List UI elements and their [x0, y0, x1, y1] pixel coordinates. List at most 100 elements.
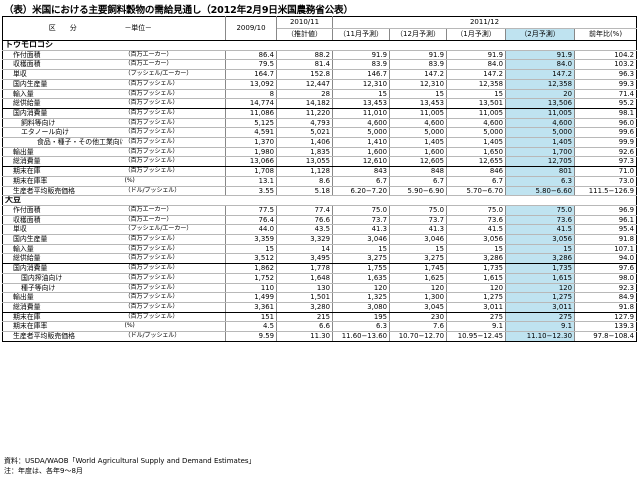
row-value: 1,275	[505, 292, 575, 303]
row-value: 77.4	[276, 205, 333, 216]
row-label: 期末在庫	[2, 166, 123, 177]
row-value: 71.0	[574, 166, 638, 177]
row-value: 15	[446, 89, 506, 100]
row-label: 国内搾油向け	[2, 273, 123, 284]
row-label: 輸出量	[2, 147, 123, 158]
row-value: 4,600	[332, 118, 390, 129]
row-value: 96.0	[574, 118, 638, 129]
row-value: 75.0	[389, 205, 447, 216]
row-label: 食品・種子・その他工業向け	[2, 137, 123, 148]
row-value: 13,066	[225, 156, 277, 168]
section-row: 大豆	[1, 195, 638, 206]
row-value: 1,735	[505, 263, 575, 274]
row-value: 91.8	[574, 234, 638, 245]
row-value: 11,220	[276, 108, 333, 119]
table-row: 飼料等向け （百万ブッシェル） 5,125 4,793 4,600 4,600 4,600 4…	[2, 118, 638, 129]
table-row: 期末在庫 （百万ブッシェル） 151 215 195 230 275 275 127.9	[2, 312, 638, 323]
row-value: 13.1	[225, 176, 277, 187]
row-value: 147.2	[505, 69, 575, 80]
row-value: 6.20−7.20	[332, 186, 390, 197]
row-unit: （百万ブッシェル）	[122, 166, 226, 177]
row-value: 97.6	[574, 263, 638, 274]
row-value: 73.0	[574, 176, 638, 187]
row-unit: (%)	[122, 321, 226, 333]
row-value: 151	[225, 312, 277, 323]
row-value: 11,005	[446, 108, 506, 119]
row-value: 1,700	[505, 147, 575, 158]
row-value: 5.80−6.60	[505, 186, 575, 197]
row-unit: （百万ブッシェル）	[122, 89, 226, 100]
row-label: 種子等向け	[2, 283, 123, 294]
row-value: 12,447	[276, 79, 333, 90]
row-unit: （百万ブッシェル）	[122, 283, 226, 294]
row-value: 91.9	[446, 50, 506, 61]
row-value: 11,086	[225, 108, 277, 119]
row-value: 1,752	[225, 273, 277, 284]
row-value: 3,286	[505, 253, 575, 265]
row-value: 5,021	[276, 127, 333, 139]
row-unit: （百万ブッシェル）	[122, 263, 226, 274]
row-value: 3,329	[276, 234, 333, 245]
row-label: エタノール向け	[2, 127, 123, 139]
row-label: 作付面積	[2, 205, 123, 216]
section-row: トウモロコシ	[1, 40, 638, 51]
row-value: 12,310	[332, 79, 390, 90]
row-value: 103.2	[574, 59, 638, 71]
row-unit: （百万ブッシェル）	[122, 98, 226, 109]
table-row: 収穫面積 （百万エーカー） 76.4 76.6 73.7 73.7 73.6 73.6 96.1	[2, 215, 638, 226]
table-row: 輸入量 （百万ブッシェル） 15 14 15 15 15 15 107.1	[2, 244, 638, 255]
table-row: 作付面積 （百万エーカー） 86.4 88.2 91.9 91.9 91.9 91.9 104.…	[2, 50, 638, 61]
row-unit: （百万ブッシェル）	[122, 312, 226, 323]
row-value: 99.9	[574, 137, 638, 148]
table-row: 生産者平均販売価格 （ドル/ブッシェル） 3.55 5.18 6.20−7.20 5.90…	[2, 186, 638, 197]
row-value: 130	[276, 283, 333, 294]
row-value: 73.6	[446, 215, 506, 226]
header-2009: 2009/10	[225, 16, 277, 41]
row-value: 3,080	[332, 302, 390, 313]
row-value: 44.0	[225, 224, 277, 236]
table-row: 期末在庫 （百万ブッシェル） 1,708 1,128 843 848 846 801 71.0	[2, 166, 638, 177]
row-value: 9.59	[225, 331, 277, 342]
row-value: 91.9	[389, 50, 447, 61]
row-label: 国内消費量	[2, 108, 123, 119]
row-label: 総供給量	[2, 253, 123, 265]
row-label: 国内生産量	[2, 234, 123, 245]
row-unit: （百万ブッシェル）	[122, 273, 226, 284]
row-value: 801	[505, 166, 575, 177]
row-value: 1,745	[389, 263, 447, 274]
row-value: 3,011	[505, 302, 575, 313]
row-value: 86.4	[225, 50, 277, 61]
row-label: 輸入量	[2, 89, 123, 100]
row-value: 3,280	[276, 302, 333, 313]
header-jan: （1月予測）	[446, 28, 506, 41]
table-row: 国内生産量 （百万ブッシェル） 13,092 12,447 12,310 12,310 12…	[2, 79, 638, 90]
row-value: 15	[389, 244, 447, 255]
row-value: 92.6	[574, 147, 638, 158]
row-value: 1,600	[389, 147, 447, 158]
row-value: 3,056	[446, 234, 506, 245]
row-value: 11,010	[332, 108, 390, 119]
row-unit: （百万ブッシェル）	[122, 244, 226, 255]
row-value: 12,310	[389, 79, 447, 90]
row-value: 127.9	[574, 312, 638, 323]
row-value: 1,735	[446, 263, 506, 274]
row-value: 9.1	[505, 321, 575, 333]
table-row: 国内生産量 （百万ブッシェル） 3,359 3,329 3,046 3,046 3,056 3…	[2, 234, 638, 245]
row-value: 1,128	[276, 166, 333, 177]
row-value: 13,453	[332, 98, 390, 109]
fiscal-year-note: 注：年度は、各年9～8月	[4, 467, 83, 475]
row-unit: （ドル/ブッシェル）	[122, 186, 226, 197]
table-row: 総消費量 （百万ブッシェル） 13,066 13,055 12,610 12,605 12,…	[2, 156, 638, 168]
row-value: 15	[446, 244, 506, 255]
row-value: 6.7	[389, 176, 447, 187]
row-value: 3,011	[446, 302, 506, 313]
table-row: 総供給量 （百万ブッシェル） 14,774 14,182 13,453 13,453 13,…	[2, 98, 638, 109]
table-row: 期末在庫率 (%) 13.1 8.6 6.7 6.7 6.7 6.3 73.0	[2, 176, 638, 187]
row-value: 1,501	[276, 292, 333, 303]
row-value: 120	[389, 283, 447, 294]
row-value: 76.6	[276, 215, 333, 226]
row-value: 1,635	[332, 273, 390, 284]
row-value: 4,600	[505, 118, 575, 129]
row-unit: （百万ブッシェル）	[122, 108, 226, 119]
row-value: 12,705	[505, 156, 575, 168]
